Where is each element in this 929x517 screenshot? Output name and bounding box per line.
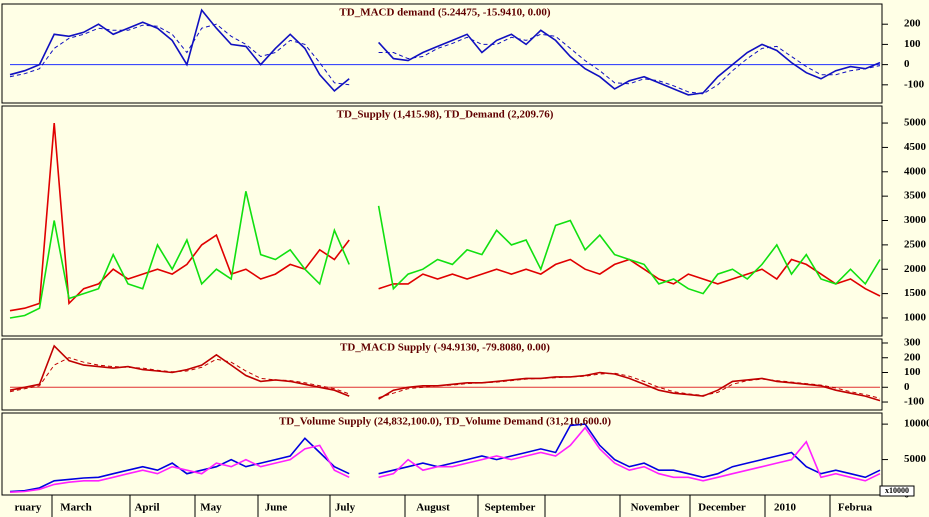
y-tick-label: 0 xyxy=(904,58,910,70)
scale-note: x10000 xyxy=(885,486,909,495)
x-tick-label: 2010 xyxy=(774,502,797,514)
x-tick-label: December xyxy=(698,502,746,514)
y-tick-label: 3500 xyxy=(904,190,927,202)
y-tick-label: 5000 xyxy=(904,117,927,129)
y-tick-label: 2500 xyxy=(904,238,927,250)
panel-frame xyxy=(1,412,883,496)
y-tick-label: 4000 xyxy=(904,165,927,177)
y-tick-label: 100 xyxy=(904,38,921,50)
y-tick-label: -100 xyxy=(904,78,925,90)
y-tick-label: 100 xyxy=(904,366,921,378)
y-tick-label: 10000 xyxy=(904,418,929,430)
x-tick-label: July xyxy=(335,502,356,514)
series-line xyxy=(9,191,881,319)
y-tick-label: 200 xyxy=(904,18,921,30)
series-line xyxy=(9,426,881,493)
y-tick-label: 5000 xyxy=(904,453,927,465)
y-tick-label: 300 xyxy=(904,337,921,349)
y-tick-label: 1500 xyxy=(904,287,927,299)
x-tick-label: August xyxy=(416,502,450,514)
x-tick-label: June xyxy=(265,502,288,514)
y-tick-label: 2000 xyxy=(904,263,927,275)
panel-frame xyxy=(1,3,883,104)
y-tick-label: 0 xyxy=(904,381,910,393)
scale-box xyxy=(879,485,915,497)
y-tick-label: 3000 xyxy=(904,214,927,226)
x-tick-label: September xyxy=(485,502,536,514)
x-tick-label: April xyxy=(134,502,159,514)
panel-title: TD_Supply (1,415.98), TD_Demand (2,209.7… xyxy=(337,109,554,121)
y-tick-label: 1000 xyxy=(904,312,927,324)
series-line xyxy=(9,23,881,95)
y-tick-label: 4500 xyxy=(904,141,927,153)
panel-frame xyxy=(1,338,883,411)
series-line xyxy=(9,8,881,96)
x-tick-label: ruary xyxy=(15,502,42,514)
x-tick-label: March xyxy=(60,502,92,514)
x-tick-label: May xyxy=(200,502,222,514)
y-tick-label: 200 xyxy=(904,351,921,363)
series-line xyxy=(9,357,881,399)
panel-title: TD_Volume Supply (24,832,100.0), TD_Volu… xyxy=(279,416,611,428)
y-tick-label: -100 xyxy=(904,396,925,408)
x-tick-label: Februa xyxy=(838,502,873,514)
x-tick-label: November xyxy=(631,502,680,514)
panel-title: TD_MACD Supply (-94.9130, -79.8080, 0.00… xyxy=(340,342,550,354)
panel-title: TD_MACD demand (5.24475, -15.9410, 0.00) xyxy=(339,7,550,19)
